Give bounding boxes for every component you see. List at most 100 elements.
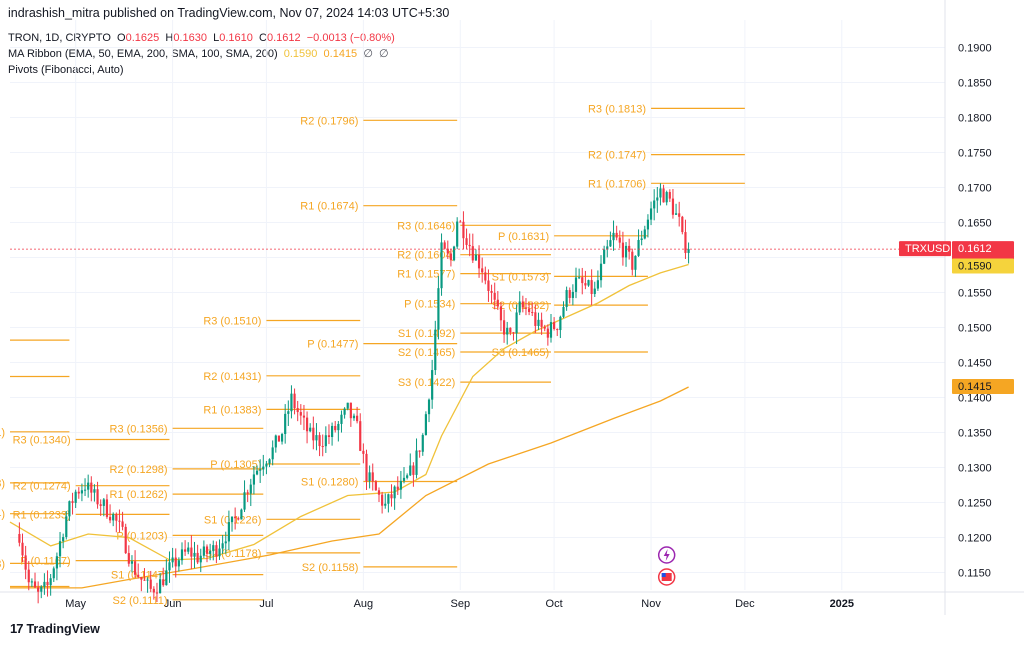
candle-body [330, 425, 334, 437]
candle-body [359, 421, 362, 451]
candle-body [434, 329, 437, 371]
candle-body [221, 543, 224, 549]
ma-value-1: 0.1590 [283, 48, 318, 60]
candle-body [474, 254, 478, 261]
candle-body [143, 579, 146, 581]
pivots-legend-row[interactable]: Pivots (Fibonacci, Auto) [8, 62, 395, 78]
candle-body [477, 254, 481, 269]
ema-200-line [10, 386, 689, 589]
candle-body [240, 509, 243, 520]
x-tick-label: Aug [354, 598, 374, 610]
candle-body [212, 545, 215, 551]
close-value: 0.1612 [266, 32, 301, 44]
candle-body [531, 312, 534, 314]
price-badge-label: 0.1612 [958, 243, 992, 255]
candle-body [277, 435, 281, 442]
candle-body [496, 299, 499, 307]
candle-body [287, 411, 290, 414]
candle-body [499, 306, 503, 321]
candle-body [599, 263, 603, 281]
pivot-label: R1 (0.1674) [300, 201, 358, 213]
candle-body [562, 307, 565, 317]
candle-body [243, 492, 246, 510]
candle-body [162, 579, 165, 586]
candle-body [449, 253, 453, 261]
y-tick-label: 0.1750 [958, 148, 992, 160]
x-tick-label: Oct [546, 598, 563, 610]
candle-body [99, 504, 102, 506]
low-label: L [213, 32, 220, 44]
candle-body [534, 312, 537, 326]
pivot-label: R3 (0.1356) [110, 423, 168, 435]
candle-body [609, 240, 612, 247]
candle-body [180, 549, 184, 561]
candle-body [615, 232, 618, 238]
candle-body [168, 562, 171, 571]
candle-body [137, 574, 140, 578]
candle-body [581, 277, 584, 284]
candle-body [465, 238, 468, 245]
candle-body [502, 320, 506, 335]
pivot-label: S3 (0.1465) [492, 347, 549, 359]
candle-body [515, 312, 518, 334]
candle-body [659, 188, 662, 198]
x-tick-label: May [65, 598, 86, 610]
x-tick-label: Dec [735, 598, 755, 610]
candle-body [606, 246, 609, 250]
candle-body [387, 494, 390, 504]
candle-body [315, 435, 318, 441]
candle-body [628, 245, 631, 252]
candle-body [431, 370, 434, 400]
candle-body [546, 328, 549, 338]
candle-body [643, 229, 646, 239]
candle-body [90, 482, 93, 493]
candle-body [393, 486, 396, 499]
symbol-legend-row[interactable]: TRON, 1D, CRYPTO O0.1625 H0.1630 L0.1610… [8, 30, 395, 46]
price-badge [952, 258, 1014, 274]
candle-body [133, 561, 137, 575]
candle-body [681, 216, 684, 233]
candle-body [324, 435, 327, 447]
candle-body [487, 280, 490, 291]
y-tick-label: 0.1650 [958, 218, 992, 230]
candle-body [202, 546, 205, 556]
ema-50-line [9, 263, 689, 561]
candle-body [556, 329, 559, 331]
candle-body [124, 526, 127, 554]
candle-body [68, 501, 71, 517]
candle-body [77, 491, 80, 494]
y-tick-label: 0.1450 [958, 358, 992, 370]
candle-body [471, 246, 474, 261]
lightning-glyph [663, 549, 670, 561]
ma-empty-value-2: ∅ [379, 48, 389, 60]
candle-body [424, 414, 427, 435]
candle-body [102, 499, 105, 506]
candle-body [268, 459, 271, 464]
pivot-label: R2 (0.1274) [13, 481, 71, 493]
candle-body [399, 480, 402, 490]
candle-body [381, 494, 384, 506]
candle-body [337, 423, 340, 431]
candle-body [649, 208, 653, 220]
candle-body [87, 482, 90, 490]
candle-body [384, 503, 387, 506]
change-value: −0.0013 (−0.80%) [306, 32, 395, 44]
pivot-label: R2 (0.1604) [397, 250, 455, 262]
symbol-label: TRON, 1D, CRYPTO [8, 32, 111, 44]
candle-body [568, 290, 571, 298]
candle-body [190, 547, 193, 557]
candle-body [33, 581, 37, 588]
candle-body [27, 569, 30, 583]
candle-body [112, 514, 115, 521]
y-tick-label: 0.1350 [958, 428, 992, 440]
candle-body [440, 242, 443, 289]
candle-body [165, 570, 168, 586]
high-label: H [165, 32, 174, 44]
x-tick-label: Sep [451, 598, 471, 610]
candle-body [140, 577, 143, 580]
y-tick-label: 0.1700 [958, 183, 992, 195]
candle-body [259, 469, 262, 471]
candle-body [193, 552, 196, 557]
candle-body [237, 518, 240, 520]
